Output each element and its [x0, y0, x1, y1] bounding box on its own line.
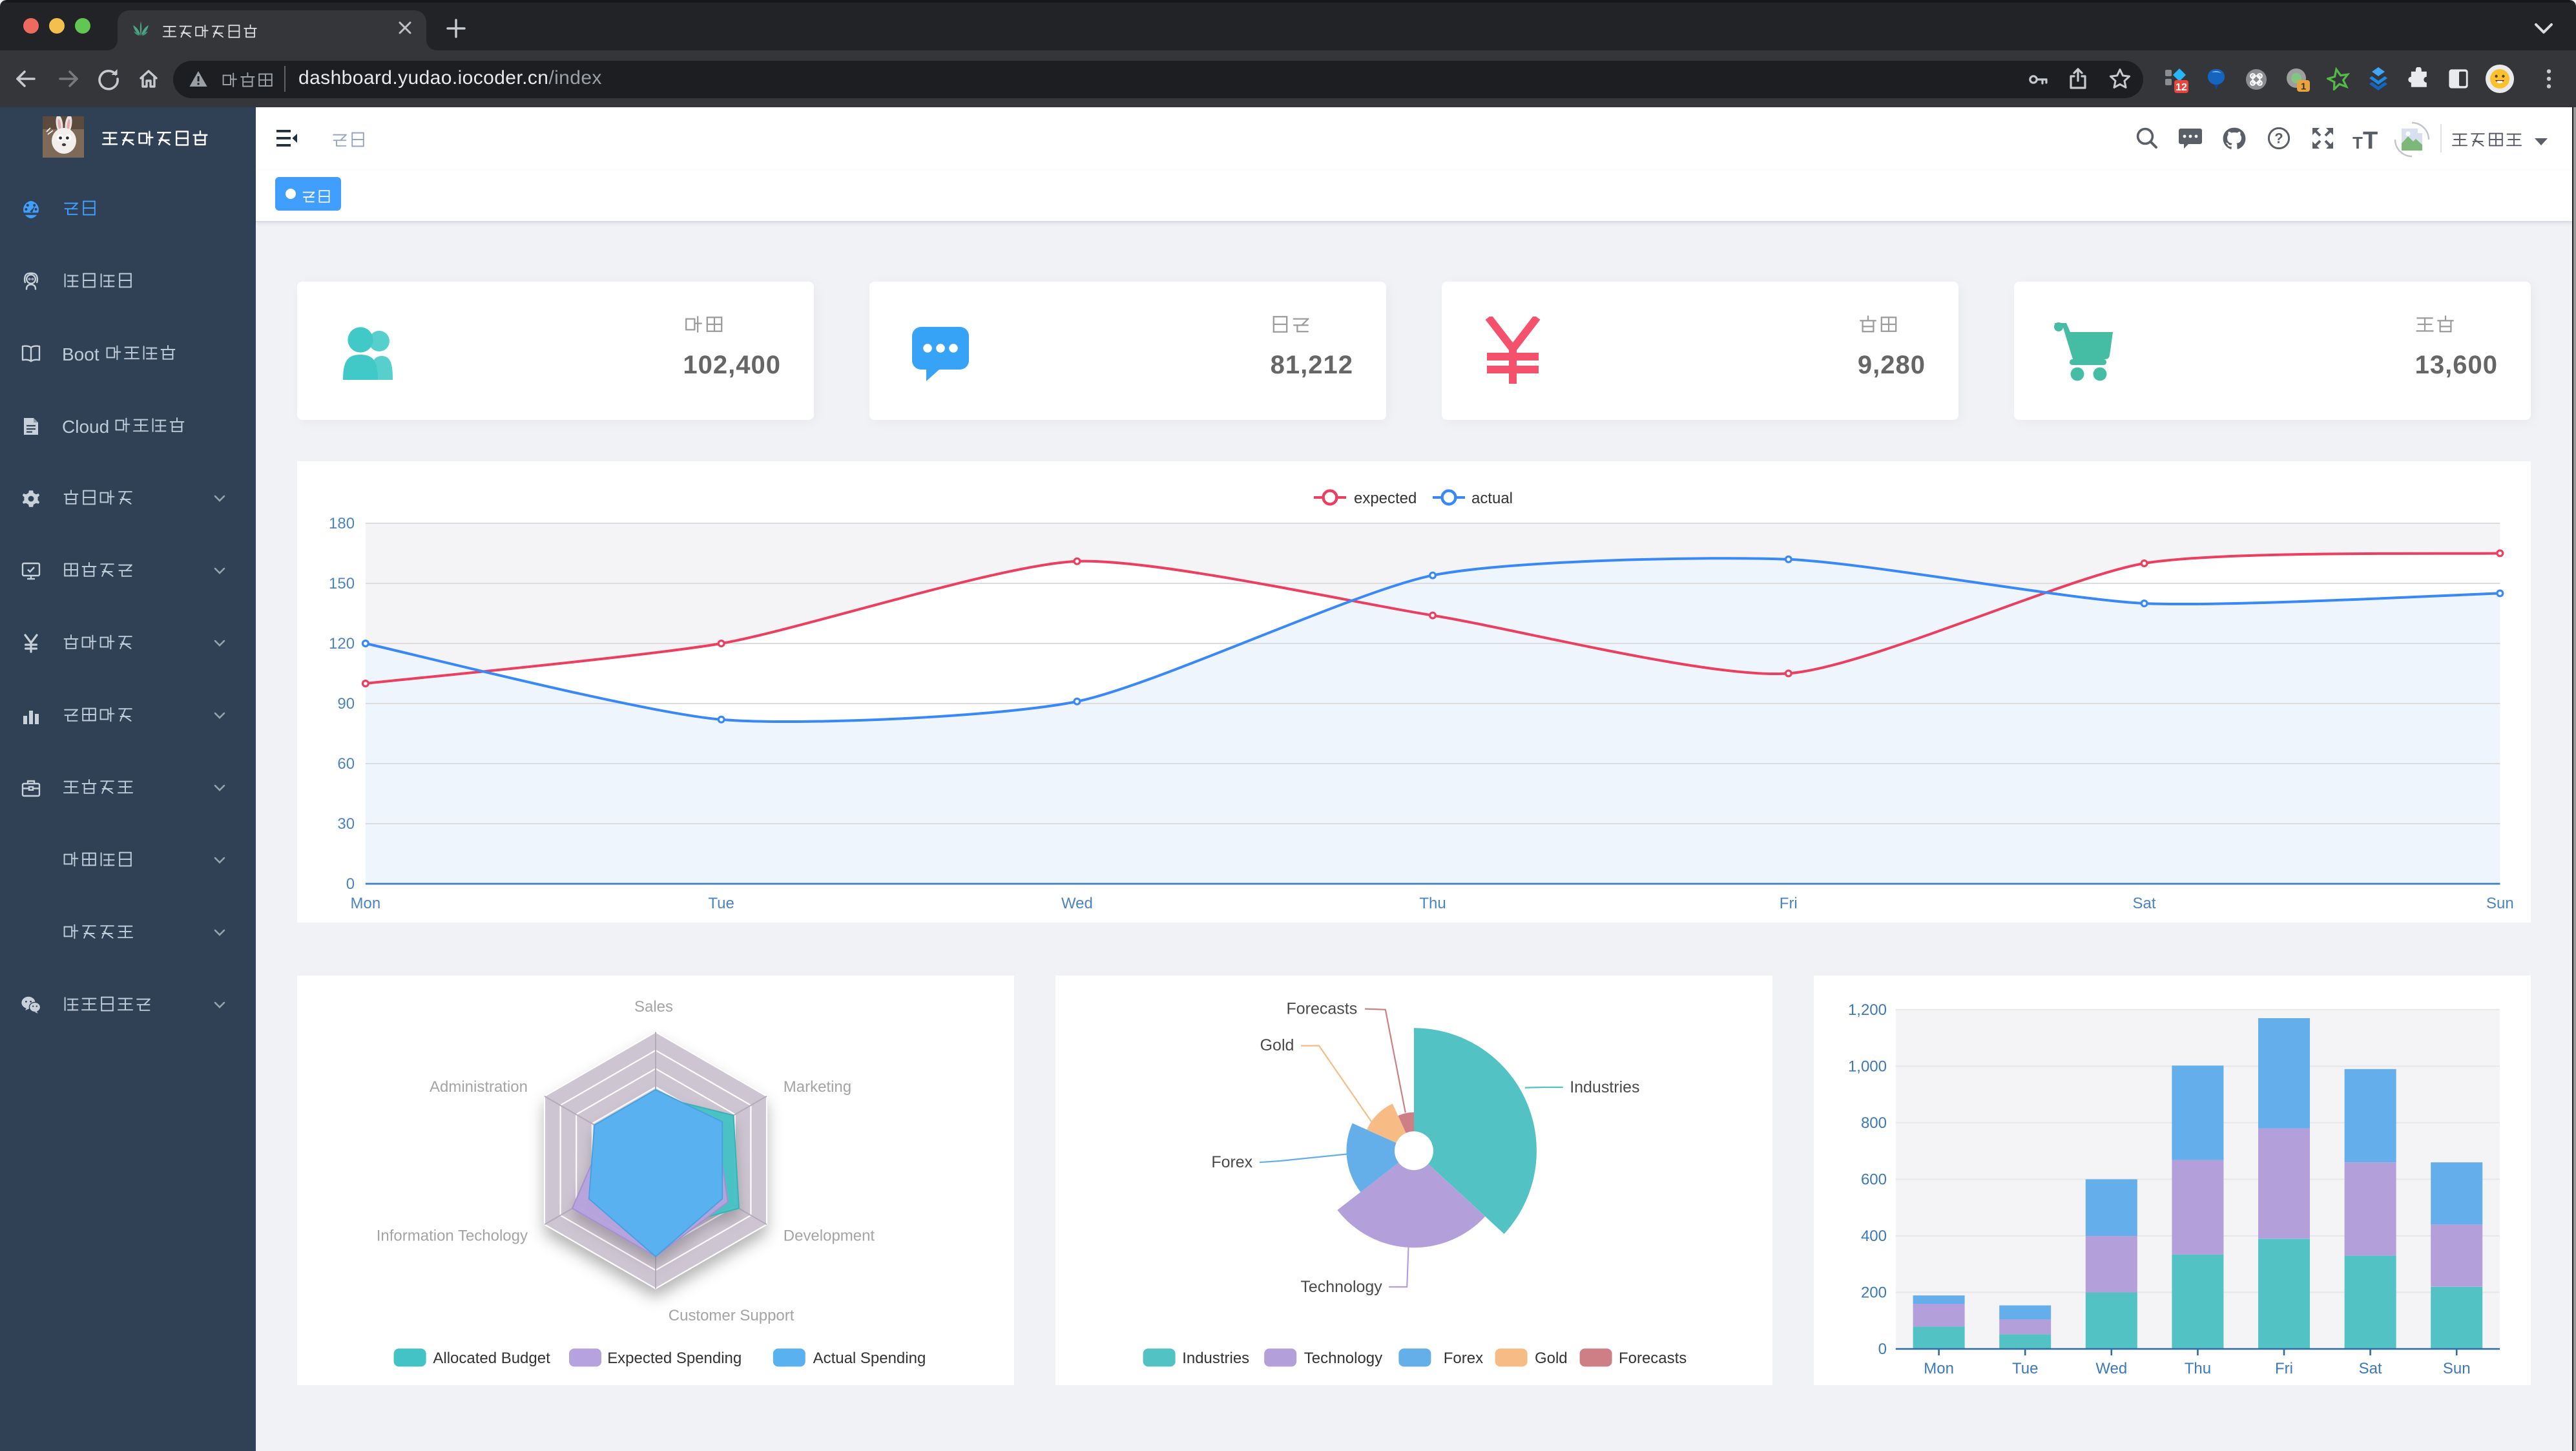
- svg-text:Gold: Gold: [1260, 1036, 1294, 1054]
- svg-text:12: 12: [2176, 82, 2187, 93]
- svg-text:?: ?: [2274, 130, 2283, 147]
- svg-text:Forecasts: Forecasts: [1286, 999, 1357, 1018]
- svg-text:Forex: Forex: [1211, 1153, 1252, 1171]
- svg-text:Wed: Wed: [2095, 1359, 2127, 1377]
- svg-text:T: T: [2353, 133, 2363, 150]
- svg-text:0: 0: [346, 875, 354, 893]
- svg-text:actual: actual: [1471, 490, 1512, 507]
- svg-text:Forecasts: Forecasts: [1619, 1349, 1687, 1366]
- svg-text:60: 60: [337, 755, 354, 773]
- svg-text:Expected Spending: Expected Spending: [607, 1349, 741, 1366]
- svg-text:Sales: Sales: [634, 997, 672, 1015]
- svg-text:Tue: Tue: [707, 895, 733, 912]
- svg-text:Sat: Sat: [2132, 895, 2155, 912]
- svg-text:0: 0: [1878, 1340, 1887, 1357]
- svg-text:90: 90: [337, 695, 354, 713]
- svg-text:600: 600: [1861, 1170, 1887, 1187]
- svg-text:Thu: Thu: [1418, 895, 1445, 912]
- svg-text:Allocated Budget: Allocated Budget: [432, 1349, 550, 1366]
- svg-text:30: 30: [337, 815, 354, 833]
- svg-text:400: 400: [1861, 1227, 1887, 1244]
- svg-text:expected: expected: [1353, 490, 1416, 507]
- svg-text:1: 1: [2301, 81, 2306, 92]
- svg-text:200: 200: [1861, 1283, 1887, 1300]
- svg-text:180: 180: [328, 515, 354, 532]
- svg-text:Sat: Sat: [2359, 1359, 2382, 1377]
- svg-text:1,000: 1,000: [1848, 1057, 1887, 1074]
- svg-text:120: 120: [328, 635, 354, 652]
- svg-text:1,200: 1,200: [1848, 1001, 1887, 1018]
- svg-text:Technology: Technology: [1304, 1349, 1382, 1366]
- svg-text:Actual Spending: Actual Spending: [813, 1349, 926, 1366]
- svg-text:Tue: Tue: [2012, 1359, 2038, 1377]
- svg-text:Mon: Mon: [350, 895, 380, 912]
- svg-text:T: T: [2363, 128, 2378, 150]
- svg-text:Sun: Sun: [2486, 895, 2513, 912]
- svg-text:Information Techology: Information Techology: [376, 1226, 527, 1244]
- svg-text:Sun: Sun: [2443, 1359, 2471, 1377]
- svg-text:Mon: Mon: [1924, 1359, 1954, 1377]
- svg-text:Administration: Administration: [429, 1078, 527, 1095]
- svg-text:Industries: Industries: [1182, 1349, 1249, 1366]
- svg-text:Fri: Fri: [1779, 895, 1797, 912]
- svg-text:150: 150: [328, 575, 354, 592]
- svg-text:800: 800: [1861, 1114, 1887, 1131]
- svg-text:Forex: Forex: [1443, 1349, 1482, 1366]
- svg-text:Technology: Technology: [1300, 1277, 1382, 1295]
- svg-text:Marketing: Marketing: [783, 1078, 851, 1095]
- svg-text:Gold: Gold: [1535, 1349, 1568, 1366]
- svg-text:Customer Support: Customer Support: [668, 1306, 794, 1324]
- svg-text:Industries: Industries: [1570, 1078, 1639, 1096]
- svg-text:Thu: Thu: [2185, 1359, 2211, 1377]
- svg-text:Development: Development: [783, 1226, 875, 1244]
- svg-text:Fri: Fri: [2275, 1359, 2293, 1377]
- svg-text:Wed: Wed: [1061, 895, 1092, 912]
